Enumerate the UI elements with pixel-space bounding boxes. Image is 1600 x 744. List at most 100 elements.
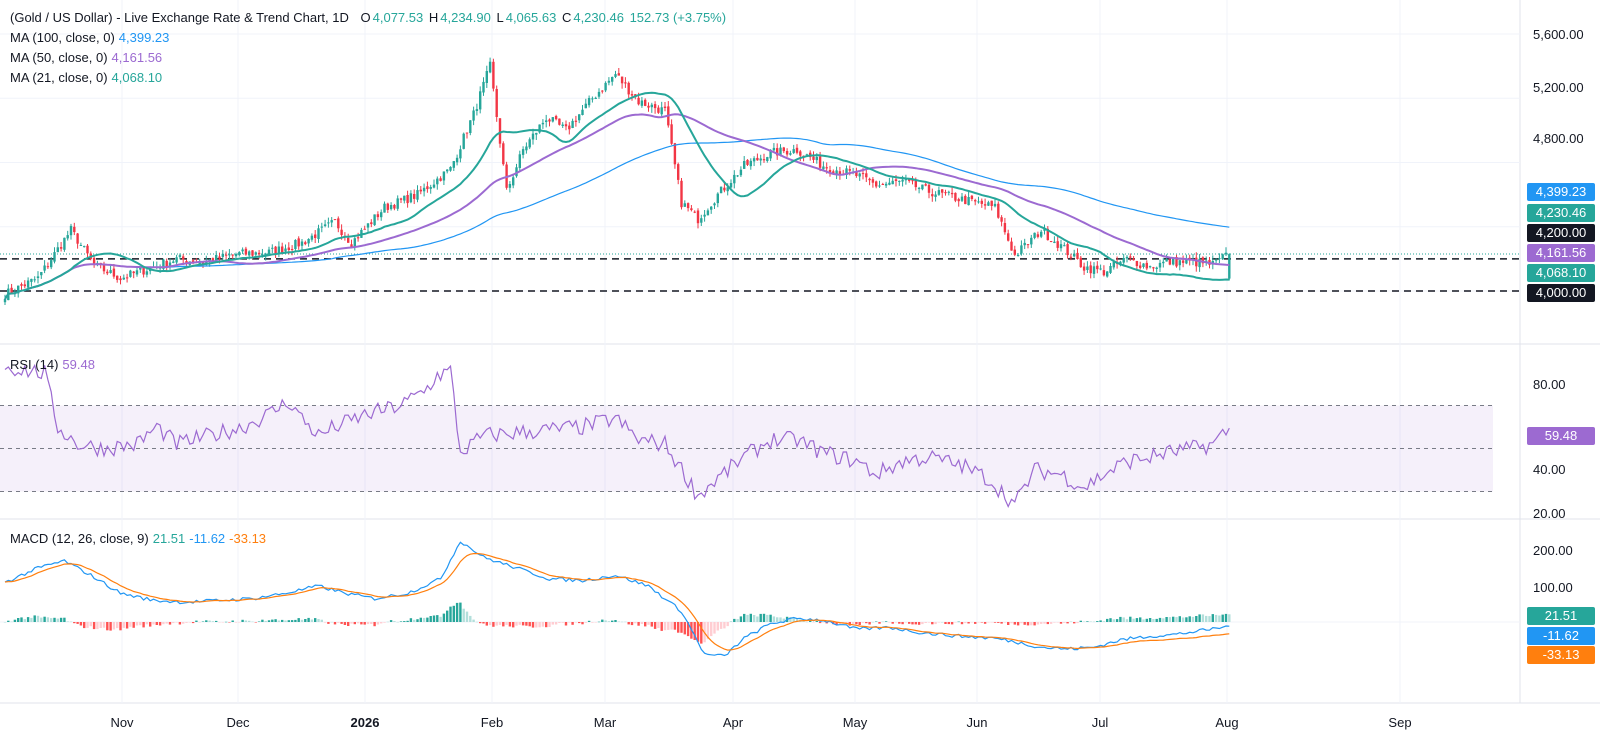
candle-body <box>1099 268 1102 270</box>
macd-hist-bar <box>119 622 122 631</box>
macd-hist-bar <box>1132 618 1135 622</box>
candle-body <box>1013 249 1016 255</box>
candle-body <box>168 262 172 268</box>
candle-body <box>224 254 228 256</box>
candle-body <box>657 107 660 113</box>
macd-hist-bar <box>545 622 548 628</box>
candle-body <box>1172 258 1175 265</box>
macd-hist-bar <box>518 622 521 625</box>
candle-body <box>535 132 538 135</box>
macd-hist-bar <box>614 620 617 622</box>
macd-hist-bar <box>591 622 594 623</box>
macd-hist-bar <box>944 622 947 624</box>
candle-body <box>904 179 908 181</box>
macd-hist-bar <box>30 617 33 622</box>
candle-body <box>1059 244 1063 249</box>
ma50-value: 4,161.56 <box>111 50 163 65</box>
rsi-label: RSI (14) <box>10 357 59 372</box>
macd-hist-bar <box>667 622 670 630</box>
candle-body <box>323 224 327 226</box>
candle-body <box>551 117 554 122</box>
macd-hist-bar <box>109 622 112 631</box>
macd-hist-bar <box>644 622 647 627</box>
candle-body <box>1109 266 1112 273</box>
macd-hist-bar <box>977 622 980 623</box>
candle-body <box>746 159 749 165</box>
macd-hist-bar <box>809 620 812 622</box>
macd-hist-bar <box>736 619 739 622</box>
candle-body <box>50 260 53 268</box>
macd-hist-bar <box>934 622 937 625</box>
candle-body <box>277 246 281 254</box>
macd-hist-bar <box>132 622 135 628</box>
ma50-legend[interactable]: MA (50, close, 0) 4,161.56 <box>10 49 162 67</box>
macd-hist-bar <box>729 621 733 622</box>
macd-hist-bar <box>393 621 396 622</box>
candle-body <box>1007 233 1010 241</box>
macd-hist-bar <box>535 622 538 628</box>
candle-body <box>957 199 960 202</box>
macd-hist-bar <box>366 622 370 625</box>
macd-legend[interactable]: MACD (12, 26, close, 9) 21.51 -11.62 -33.13 <box>10 530 266 548</box>
macd-hist-bar <box>403 621 406 622</box>
ma21-legend[interactable]: MA (21, close, 0) 4,068.10 <box>10 69 162 87</box>
macd-hist-bar <box>766 614 769 622</box>
candle-body <box>46 266 50 268</box>
ma100-legend[interactable]: MA (100, close, 0) 4,399.23 <box>10 29 169 47</box>
macd-hist-bar <box>769 614 772 622</box>
macd-hist-bar <box>1059 622 1063 624</box>
candle-body <box>931 194 934 197</box>
candle-body <box>129 270 132 277</box>
candle-body <box>700 218 703 223</box>
candle-body <box>1076 252 1079 259</box>
macd-hist-bar <box>1142 619 1145 622</box>
macd-hist-bar <box>512 622 515 628</box>
candle-body <box>733 174 736 184</box>
macd-hist-bar <box>815 621 818 622</box>
candle-body <box>574 120 578 122</box>
macd-hist-bar <box>158 622 162 626</box>
macd-hist-bar <box>350 622 353 624</box>
candle-body <box>1046 228 1049 241</box>
candle-body <box>693 211 696 213</box>
macd-hist-bar <box>1026 622 1030 626</box>
candle-body <box>752 158 756 162</box>
macd-hist-bar <box>1086 621 1089 622</box>
macd-hist-bar <box>865 622 868 624</box>
candle-body <box>215 255 218 262</box>
macd-hist-bar <box>1178 616 1181 622</box>
macd-hist-bar <box>241 619 244 622</box>
macd-hist-bar <box>294 619 297 622</box>
candle-body <box>772 147 776 151</box>
macd-hist-bar <box>525 622 528 626</box>
candle-body <box>1158 262 1162 268</box>
macd-hist-bar <box>871 621 875 623</box>
macd-hist-bar <box>957 621 960 623</box>
candle-body <box>254 252 257 255</box>
candle-body <box>234 254 238 257</box>
macd-hist-bar <box>541 622 545 627</box>
macd-hist-bar <box>96 622 99 630</box>
candle-body <box>554 116 558 120</box>
close-value: 4,230.46 <box>573 10 624 25</box>
macd-hist-bar <box>122 622 125 628</box>
candle-body <box>1030 237 1033 245</box>
macd-hist-bar <box>10 621 13 623</box>
candle-body <box>729 183 733 188</box>
macd-hist-bar <box>432 615 436 622</box>
candle-body <box>1221 254 1224 260</box>
macd-hist-bar <box>201 621 205 622</box>
candle-body <box>825 167 828 169</box>
macd-hist-bar <box>515 622 518 626</box>
candle-body <box>1139 265 1142 268</box>
macd-hist-bar <box>479 622 482 624</box>
macd-hist-bar <box>531 622 535 628</box>
macd-hist-bar <box>172 622 175 624</box>
macd-hist-bar <box>739 616 743 622</box>
macd-hist-bar <box>274 619 277 622</box>
rsi-legend[interactable]: RSI (14) 59.48 <box>10 356 95 374</box>
candle-body <box>432 184 436 188</box>
candle-body <box>578 114 581 121</box>
time-label-may: May <box>842 715 868 730</box>
